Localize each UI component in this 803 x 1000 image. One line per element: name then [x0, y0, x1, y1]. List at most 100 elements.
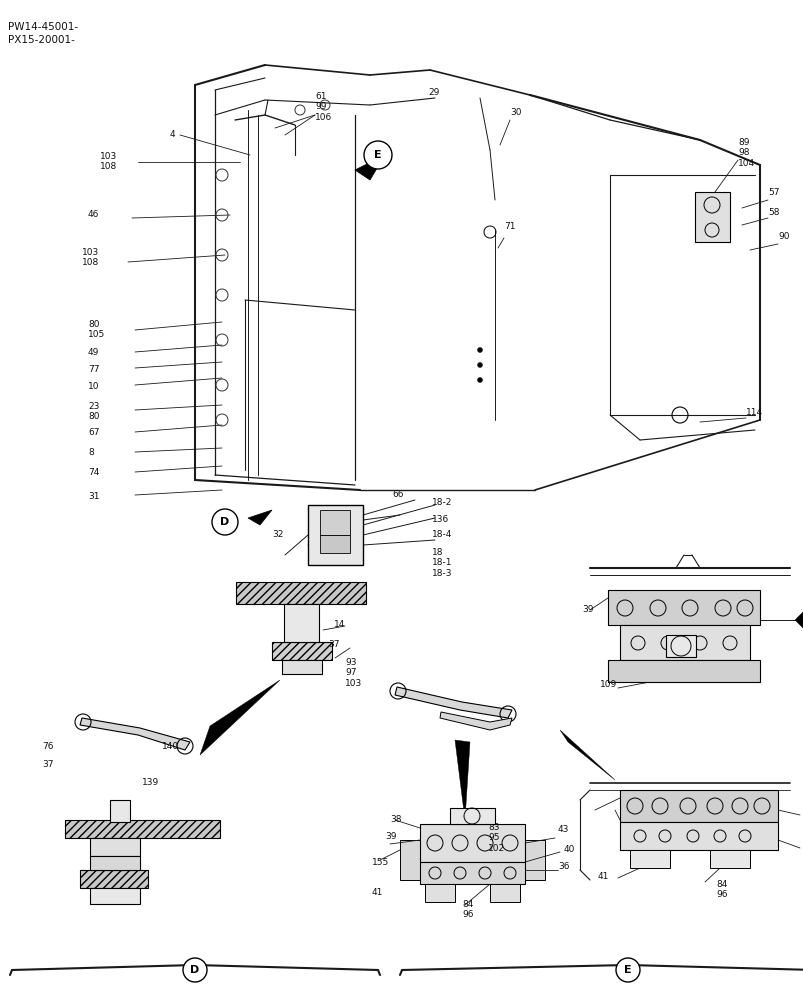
Polygon shape [794, 600, 803, 640]
Bar [320, 510, 349, 535]
Text: 58: 58 [767, 208, 779, 217]
Text: 31: 31 [88, 492, 100, 501]
Text: 77: 77 [88, 365, 100, 374]
Circle shape [477, 377, 482, 382]
Circle shape [364, 141, 392, 169]
Text: 83
95
102: 83 95 102 [487, 823, 504, 853]
Text: 37: 37 [328, 640, 339, 649]
Text: 49: 49 [88, 348, 100, 357]
Bar [236, 582, 365, 604]
Text: 43: 43 [557, 825, 569, 834]
Text: 67: 67 [88, 428, 100, 437]
Bar [619, 822, 777, 850]
Text: 46: 46 [88, 210, 100, 219]
Text: E: E [373, 150, 381, 160]
Text: 8: 8 [88, 448, 94, 457]
Bar [419, 824, 524, 862]
Polygon shape [247, 510, 271, 525]
Bar [110, 800, 130, 822]
Text: 41: 41 [597, 872, 609, 881]
Text: 155: 155 [372, 858, 389, 867]
Polygon shape [394, 687, 512, 718]
Polygon shape [560, 730, 614, 780]
Text: 32: 32 [271, 530, 283, 539]
Text: 61
99
106: 61 99 106 [315, 92, 332, 122]
Bar [524, 840, 544, 880]
Bar [283, 604, 319, 642]
Text: 114: 114 [745, 408, 762, 417]
Text: E: E [623, 965, 631, 975]
Bar [65, 820, 220, 838]
Text: 39: 39 [581, 605, 593, 614]
Text: 14: 14 [333, 620, 345, 629]
Text: 84
96: 84 96 [715, 880, 727, 899]
Bar [80, 870, 148, 888]
Text: 136: 136 [431, 515, 449, 524]
Text: 71: 71 [503, 222, 515, 231]
Polygon shape [355, 155, 385, 180]
Bar [607, 660, 759, 682]
Bar [400, 840, 419, 880]
Bar [90, 856, 140, 870]
Text: 57: 57 [767, 188, 779, 197]
Bar [665, 635, 695, 657]
Bar [450, 808, 495, 824]
Text: 30: 30 [509, 108, 521, 117]
Text: 39: 39 [385, 832, 396, 841]
Text: 80
105: 80 105 [88, 320, 105, 339]
Text: 40: 40 [563, 845, 575, 854]
Polygon shape [200, 680, 279, 755]
Text: 74: 74 [88, 468, 100, 477]
Bar [320, 535, 349, 553]
Text: 18
18-1
18-3: 18 18-1 18-3 [431, 548, 452, 578]
Text: 18-4: 18-4 [431, 530, 452, 539]
Polygon shape [454, 740, 470, 820]
Text: 82
96: 82 96 [329, 528, 341, 547]
Bar [489, 884, 520, 902]
Text: 140: 140 [161, 742, 179, 751]
Text: 18-2: 18-2 [431, 498, 452, 507]
Text: 66: 66 [392, 490, 403, 499]
Text: 103
108: 103 108 [100, 152, 117, 171]
Bar [419, 862, 524, 884]
Bar [282, 660, 321, 674]
Bar [619, 625, 749, 660]
Text: 36: 36 [557, 862, 569, 871]
Text: 76: 76 [42, 742, 54, 751]
Text: 103
108: 103 108 [82, 248, 99, 267]
Polygon shape [439, 712, 512, 730]
Bar [425, 884, 454, 902]
Text: PX15-20001-: PX15-20001- [8, 35, 75, 45]
Text: 90: 90 [777, 232, 789, 241]
Circle shape [212, 509, 238, 535]
Text: 10: 10 [88, 382, 100, 391]
Circle shape [183, 958, 206, 982]
Circle shape [477, 348, 482, 353]
Text: 29: 29 [427, 88, 438, 97]
Circle shape [477, 362, 482, 367]
Text: 93
97
103: 93 97 103 [344, 658, 362, 688]
Text: 84
96: 84 96 [462, 900, 473, 919]
Bar [271, 642, 332, 660]
Text: 109: 109 [599, 680, 617, 689]
Bar [90, 838, 140, 856]
Bar [630, 850, 669, 868]
Text: 37: 37 [42, 760, 54, 769]
Bar [619, 790, 777, 822]
Text: 139: 139 [142, 778, 159, 787]
Bar [694, 192, 729, 242]
Bar [90, 888, 140, 904]
Bar [709, 850, 749, 868]
Text: 38: 38 [389, 815, 401, 824]
Text: 23
80: 23 80 [88, 402, 100, 421]
Text: 41: 41 [372, 888, 383, 897]
Text: PW14-45001-: PW14-45001- [8, 22, 78, 32]
Text: 89
98
104: 89 98 104 [737, 138, 754, 168]
Text: D: D [190, 965, 199, 975]
Circle shape [615, 958, 639, 982]
Bar [607, 590, 759, 625]
Bar [308, 505, 362, 565]
Polygon shape [80, 718, 190, 750]
Text: 4: 4 [169, 130, 175, 139]
Text: D: D [220, 517, 230, 527]
